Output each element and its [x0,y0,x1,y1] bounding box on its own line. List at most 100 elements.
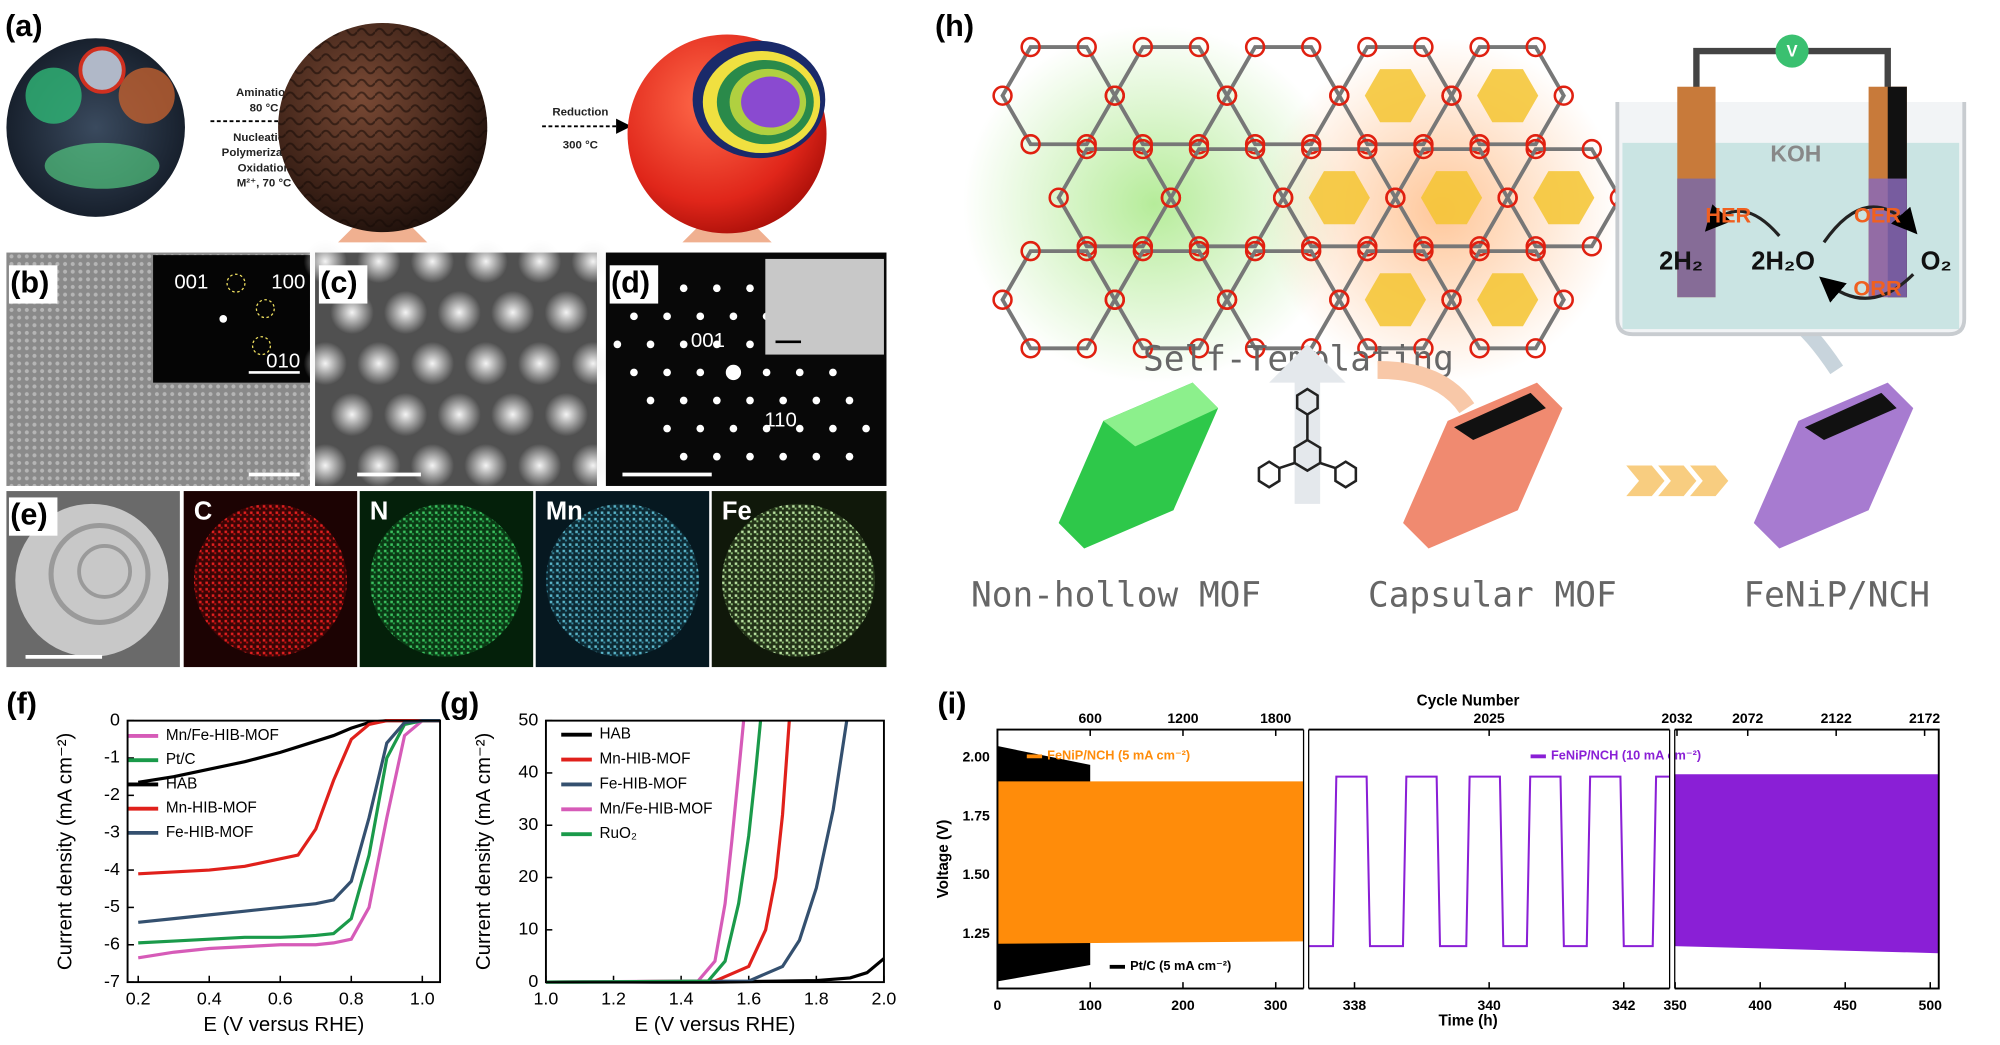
guest [1477,69,1539,123]
x-tick-label: 0.4 [197,989,222,1009]
mof-node [1244,240,1266,262]
y-tick-label: -6 [104,933,120,953]
mof-node [1132,138,1154,160]
spot [746,396,754,405]
atom-columns [303,239,615,488]
spot-label: 100 [271,272,305,294]
x2-tick-label: 2025 [1474,710,1505,726]
x-tick-label: 0 [994,997,1002,1013]
voltage-band [1673,774,1939,954]
fft-spot [219,315,228,323]
spot [679,284,688,293]
legend-label: HAB [166,775,197,792]
mof-node [1132,36,1154,58]
mof-node [1020,240,1041,262]
atom-column [303,341,347,386]
x-tick-label: 0.8 [339,989,364,1009]
plot-frame [996,728,1940,990]
mof-node [1497,187,1518,208]
mof-ring [1168,147,1286,249]
x2-tick-label: 2072 [1732,710,1763,726]
label-box [8,265,58,304]
atom-column [437,290,481,335]
mof-node [1188,240,1210,262]
panel-label: (g) [440,686,479,720]
mof-node [1553,289,1574,310]
mof-ring [1337,45,1454,147]
linker-molecule [1257,387,1358,489]
x2-tick-label: 2172 [1909,710,1940,726]
legend-label: HAB [599,726,630,743]
spot-label: 001 [174,272,208,294]
y-tick-label: -4 [104,859,120,879]
mof-ring [1056,147,1174,249]
label-box [609,265,659,304]
atom-column [517,443,562,488]
element-label: C [194,497,212,525]
mof-node [1272,187,1294,208]
mof-node [1329,289,1350,310]
mof-ring [1000,249,1118,351]
electrolyte-label: KOH [1770,141,1821,167]
step-text: Oxidation [238,162,291,174]
atom-column [410,239,455,284]
legend-label: Pt/C (5 mA cm⁻²) [1130,958,1231,973]
panel-label: (d) [611,266,650,300]
reaction-arrow [1822,205,1918,244]
y-tick-label: 50 [518,709,538,729]
y-tick-label: -7 [104,971,120,991]
series-line [137,719,441,960]
mof-ring [1280,147,1398,249]
spot-label: 010 [266,351,300,373]
spot-label: 001 [691,330,725,352]
crystal [1753,382,1914,549]
panel-d: 001 110 (d) [605,252,887,486]
legend-label: FeNiP/NCH (10 mA cm⁻²) [1551,748,1701,763]
legend-label: Mn-HIB-MOF [166,800,257,817]
legend-label: Mn-HIB-MOF [599,751,690,768]
x2-tick-label: 2122 [1821,710,1852,726]
panel-label: (e) [10,498,47,532]
ligand-blob [25,67,82,124]
spot [696,424,705,433]
panel-a: (a) Amination 80 °C Nucleation/ Polymeri… [5,9,827,243]
step-text: Reduction [552,106,608,118]
series-line [138,719,441,924]
step-text: Nucleation/ [233,132,296,144]
spot [845,396,854,405]
spot-label: 110 [764,409,797,431]
y-tick-label: -2 [104,784,120,804]
atom-column [410,341,455,386]
spot [795,368,804,377]
x2-tick-label: 2032 [1661,710,1692,726]
y-axis-label: Voltage (V) [935,820,952,899]
mof-node [1160,187,1182,208]
atom-column [437,392,481,437]
spot [679,452,688,461]
spot [713,452,721,461]
x-tick-label: 1.6 [736,989,761,1009]
x-tick-label: 450 [1834,997,1858,1013]
mof-node [1244,36,1266,58]
atom-column [571,443,615,488]
crystal-opening [1804,392,1897,441]
species-label: 2H₂O [1751,247,1815,275]
y-tick-label: 0 [110,709,120,729]
x-axis-label: E (V versus RHE) [634,1014,795,1036]
spot [845,452,854,461]
mof-node [1020,338,1041,359]
reaction-label: OER [1854,203,1901,228]
y-tick-label: 30 [518,814,538,834]
atom-column [517,341,562,386]
series-line [138,719,441,945]
mof-ring [1112,45,1230,147]
ligand-blob [44,142,160,189]
y-tick-label: 1.25 [963,925,990,941]
series-line [1307,775,1671,948]
mof-node [1076,36,1097,58]
element-label: N [370,497,388,525]
spot [746,284,754,293]
meter-label: V [1787,42,1798,61]
crystal-face [1103,382,1219,447]
